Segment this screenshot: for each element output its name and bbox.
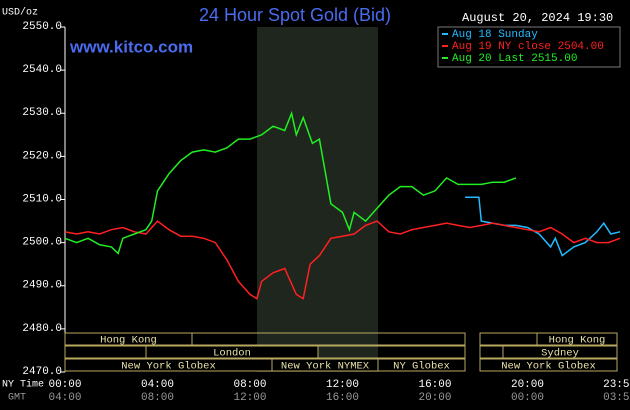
x2-tick-label: 12:00: [233, 392, 266, 404]
legend-label: Aug 19 NY close 2504.00: [452, 41, 604, 53]
session-label: Sydney: [541, 347, 579, 359]
session-bar: [64, 332, 193, 346]
legend-label: Aug 18 Sunday: [452, 29, 538, 41]
session-empty: [64, 345, 147, 359]
session-bar: [536, 332, 618, 346]
website: www.kitco.com: [69, 37, 193, 56]
x-tick-label: 00:00: [48, 379, 81, 391]
timestamp: August 20, 2024 19:30: [462, 11, 613, 25]
session-label: Hong Kong: [549, 334, 606, 346]
price-line: [64, 220, 621, 300]
y-tick-label: 2520.0: [22, 150, 62, 162]
y-axis-label: USD/oz: [2, 7, 38, 19]
x2-tick-label: 08:00: [141, 392, 174, 404]
x2-tick-label: 03:59: [603, 392, 630, 404]
x-tick-label: 08:00: [233, 379, 266, 391]
x2-tick-label: 04:00: [48, 392, 81, 404]
chart-title: 24 Hour Spot Gold (Bid): [199, 5, 391, 25]
x-tick-label: 20:00: [511, 379, 544, 391]
y-tick-label: 2540.0: [22, 64, 62, 76]
x-tick-label: 16:00: [418, 379, 451, 391]
x-axis-label: NY Time: [2, 379, 44, 391]
session-empty: [479, 345, 504, 359]
session-bar: [479, 358, 618, 372]
y-tick-label: 2510.0: [22, 193, 62, 205]
y-tick-label: 2470.0: [22, 366, 62, 378]
session-label: New York Globex: [121, 360, 216, 372]
session-bar: [377, 358, 466, 372]
y-tick-label: 2550.0: [22, 21, 62, 33]
y-tick-label: 2530.0: [22, 107, 62, 119]
x2-tick-label: 16:00: [326, 392, 359, 404]
nymex-shade: [257, 27, 378, 372]
y-tick-label: 2500.0: [22, 237, 62, 249]
price-line: [465, 196, 621, 257]
session-bar: [145, 345, 319, 359]
session-label: Hong Kong: [100, 334, 157, 346]
session-label: London: [213, 347, 251, 359]
legend-box: [437, 26, 621, 68]
x-tick-label: 12:00: [326, 379, 359, 391]
session-label: New York Globex: [501, 360, 596, 372]
session-label: NY Globex: [393, 360, 450, 372]
x2-tick-label: 20:00: [418, 392, 451, 404]
x-tick-label: 23:59: [603, 379, 630, 391]
session-label: New York NYMEX: [281, 360, 370, 372]
x-tick-label: 04:00: [141, 379, 174, 391]
price-line: [64, 110, 517, 255]
legend-label: Aug 20 Last 2515.00: [452, 53, 577, 65]
session-bar: [502, 345, 618, 359]
y-tick-label: 2480.0: [22, 323, 62, 335]
x2-tick-label: 00:00: [511, 392, 544, 404]
session-empty: [479, 332, 538, 346]
x2-axis-label: GMT: [8, 393, 26, 404]
y-tick-label: 2490.0: [22, 280, 62, 292]
